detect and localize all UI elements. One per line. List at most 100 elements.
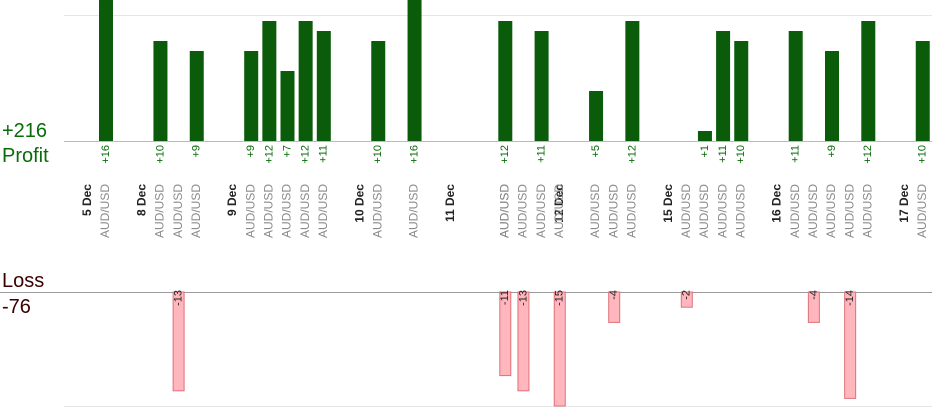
profit-value-label: +12 (499, 145, 511, 164)
profit-bar (625, 21, 640, 141)
pair-label: AUD/USD (189, 184, 203, 238)
pair-label: AUD/USD (606, 184, 620, 238)
loss-value-label: -14 (844, 290, 856, 306)
profit-value-label: +11 (536, 145, 548, 163)
pair-label: AUD/USD (262, 184, 276, 238)
pair-label: AUD/USD (806, 184, 820, 238)
profit-value-label: +5 (590, 145, 602, 158)
profit-bar (407, 0, 422, 141)
pair-label: AUD/USD (715, 184, 729, 238)
profit-label: Profit (2, 145, 49, 167)
pair-label: AUD/USD (370, 184, 384, 238)
date-label: 15 Dec (661, 184, 675, 223)
pair-label: AUD/USD (171, 184, 185, 238)
pair-label: AUD/USD (552, 184, 566, 238)
loss-label: Loss (2, 270, 45, 292)
pair-label: AUD/USD (679, 184, 693, 238)
profit-value-label: +10 (154, 145, 166, 164)
date-label: 10 Dec (352, 184, 366, 223)
loss-value-label: -15 (554, 290, 566, 306)
loss-value-label: -11 (499, 290, 511, 305)
profit-value-label: +11 (790, 145, 802, 163)
pair-label: AUD/USD (860, 184, 874, 238)
profit-value-label: +12 (862, 145, 874, 164)
pair-label: AUD/USD (824, 184, 838, 238)
loss-value-label: -4 (608, 290, 620, 300)
profit-value-label: +16 (408, 145, 420, 164)
profit-value-label: +11 (717, 145, 729, 163)
profit-bar (716, 31, 731, 141)
profit-value-label: +9 (826, 145, 838, 158)
pair-label: AUD/USD (915, 184, 929, 238)
profit-value-label: +12 (626, 145, 638, 164)
date-label: 9 Dec (225, 184, 239, 216)
profit-value-label: +9 (191, 145, 203, 158)
profit-value-label: +7 (281, 145, 293, 158)
profit-value-label: +10 (735, 145, 747, 164)
profit-bar (371, 41, 386, 141)
pair-label: AUD/USD (516, 184, 530, 238)
date-label: 11 Dec (443, 184, 457, 222)
profit-value-label: +12 (263, 145, 275, 164)
profit-bar (244, 51, 259, 141)
loss-value-label: -13 (517, 290, 529, 306)
loss-total: -76 (2, 296, 31, 318)
loss-bar (807, 291, 820, 323)
loss-value-label: -2 (681, 290, 693, 300)
pair-label: AUD/USD (842, 184, 856, 238)
pair-label: AUD/USD (625, 184, 639, 238)
loss-value-label: -13 (173, 290, 185, 306)
loss-bar (553, 291, 566, 407)
pair-label: AUD/USD (316, 184, 330, 238)
date-label: 12 Dec (552, 184, 566, 223)
profit-value-label: +16 (100, 145, 112, 164)
profit-bar (788, 31, 803, 141)
pair-label: AUD/USD (588, 184, 602, 238)
profit-bar (316, 31, 331, 141)
pair-label: AUD/USD (98, 184, 112, 238)
profit-value-label: +10 (372, 145, 384, 164)
profit-bar (189, 51, 204, 141)
profit-value-label: +1 (699, 145, 711, 158)
loss-bar (517, 291, 530, 392)
profit-bar (825, 51, 839, 141)
pair-label: AUD/USD (733, 184, 747, 238)
profit-bar (498, 21, 513, 141)
profit-total: +216 (2, 120, 48, 142)
profit-bar (99, 0, 113, 141)
profit-bar (589, 91, 604, 141)
profit-bar (280, 71, 295, 141)
date-label: 16 Dec (770, 184, 784, 223)
pair-label: AUD/USD (407, 184, 421, 238)
profit-bar (915, 41, 930, 141)
profit-value-label: +10 (917, 145, 929, 164)
loss-value-label: -4 (808, 290, 820, 300)
pair-label: AUD/USD (243, 184, 257, 238)
loss-bar (680, 291, 693, 308)
pair-label: AUD/USD (534, 184, 548, 238)
profit-bar (734, 41, 749, 141)
profit-bar (153, 41, 168, 141)
profit-bar (262, 21, 277, 141)
pair-label: AUD/USD (497, 184, 511, 238)
loss-bar (844, 291, 857, 399)
profit-bar (861, 21, 876, 141)
profit-bar (697, 131, 712, 141)
date-label: 8 Dec (134, 184, 148, 216)
date-label: 5 Dec (80, 184, 94, 216)
date-label: 17 Dec (897, 184, 911, 223)
profit-bar (534, 31, 549, 141)
pair-label: AUD/USD (788, 184, 802, 238)
profit-value-label: +11 (318, 145, 330, 163)
profit-bar (298, 21, 313, 141)
pair-label: AUD/USD (497, 184, 511, 238)
pair-label: AUD/USD (697, 184, 711, 238)
pair-label: AUD/USD (280, 184, 294, 238)
profit-value-label: +9 (245, 145, 257, 158)
pair-label: AUD/USD (153, 184, 167, 238)
loss-bar (499, 291, 512, 377)
loss-bar (608, 291, 621, 323)
pair-label: AUD/USD (298, 184, 312, 238)
loss-bar (172, 291, 185, 392)
